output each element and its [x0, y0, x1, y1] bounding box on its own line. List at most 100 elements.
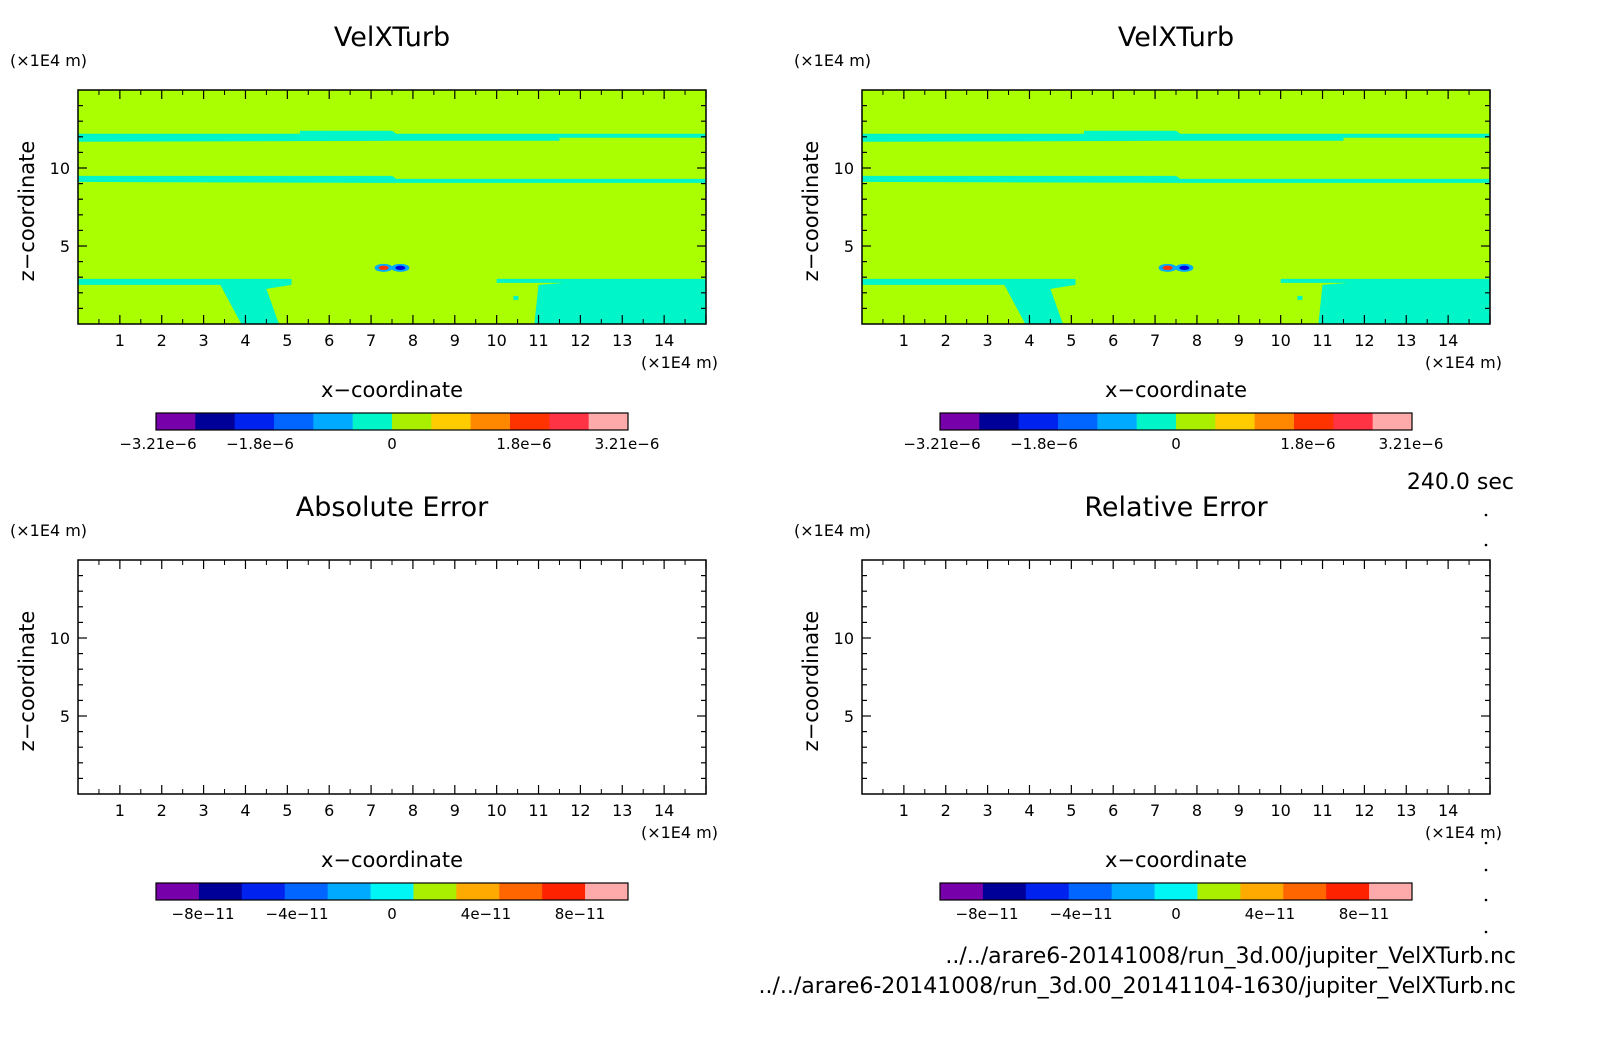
x-tick-label: 1	[115, 331, 125, 350]
colorbar-label: −4e−11	[266, 905, 329, 923]
colorbar-segment	[1215, 413, 1256, 430]
colorbar-segment	[979, 413, 1020, 430]
panel-title: VelXTurb	[334, 22, 450, 53]
x-tick-label: 5	[1066, 801, 1076, 820]
colorbar-segment	[1372, 413, 1413, 430]
colorbar-segment	[156, 883, 200, 900]
anomaly-positive	[1162, 265, 1173, 271]
colorbar-label: −8e−11	[956, 905, 1019, 923]
y-unit-label: (×1E4 m)	[10, 521, 87, 540]
colorbar-segment	[431, 413, 472, 430]
colorbar-segment	[156, 413, 196, 430]
file-path-1: ../../arare6-20141008/run_3d.00/jupiter_…	[945, 944, 1516, 969]
colorbar-label: 8e−11	[1339, 905, 1389, 923]
colorbar-segment	[510, 413, 550, 430]
colorbar-segment	[982, 883, 1027, 900]
colorbar-segment	[1369, 883, 1413, 900]
x-tick-label: 2	[157, 801, 167, 820]
panel-2: VelXTurb(×1E4 m)(×1E4 m)1 2 3 4 5 6 7 8 9 10 11 12 1…	[794, 22, 1502, 453]
x-tick-label: 4	[1024, 801, 1034, 820]
x-tick-label: 10	[1270, 801, 1290, 820]
x-axis-label: x−coordinate	[1105, 848, 1247, 872]
x-tick-label: 3	[983, 331, 993, 350]
x-tick-label: 10	[1270, 331, 1290, 350]
x-tick-label: 11	[1312, 801, 1332, 820]
y-axis-label: z−coordinate	[15, 141, 39, 282]
x-tick-label: 4	[1024, 331, 1034, 350]
x-tick-label: 5	[282, 331, 292, 350]
x-tick-label: 3	[983, 801, 993, 820]
colorbar-label: −8e−11	[172, 905, 235, 923]
x-tick-label: 1	[115, 801, 125, 820]
x-tick-label: 3	[199, 801, 209, 820]
colorbar-label: 0	[1171, 905, 1181, 923]
y-tick-label: 5	[60, 707, 70, 726]
colorbar-segment	[392, 413, 432, 430]
colorbar-segment	[1154, 883, 1198, 900]
x-tick-label: 12	[1354, 801, 1374, 820]
panel-3: Absolute Error(×1E4 m)(×1E4 m)1 2 3 4 5 6 7 8 9 1…	[10, 492, 718, 923]
colorbar-frame	[155, 882, 629, 901]
colorbar-segment	[1097, 413, 1138, 430]
colorbar-label: 1.8e−6	[496, 435, 551, 453]
colorbar-label: 0	[387, 905, 397, 923]
band-middle	[78, 175, 706, 183]
x-unit-label: (×1E4 m)	[641, 353, 718, 372]
colorbar-label: −3.21e−6	[119, 435, 196, 453]
colorbar-segment	[1294, 413, 1334, 430]
x-tick-label: 8	[408, 331, 418, 350]
x-tick-label: 4	[240, 801, 250, 820]
y-tick-label: 5	[60, 237, 70, 256]
band-lower-right	[1280, 278, 1490, 324]
x-tick-label: 10	[486, 331, 506, 350]
colorbar-segment	[1018, 413, 1059, 430]
y-unit-label: (×1E4 m)	[794, 521, 871, 540]
y-tick-label: 10	[834, 159, 854, 178]
plot-frame	[77, 559, 707, 795]
colorbar-segment	[1197, 883, 1241, 900]
y-tick-label: 10	[50, 629, 70, 648]
colorbar-label: −3.21e−6	[903, 435, 980, 453]
colorbar-segment	[1240, 883, 1284, 900]
colorbar-segment	[1068, 883, 1113, 900]
x-axis-label: x−coordinate	[1105, 378, 1247, 402]
colorbar-label: −1.8e−6	[226, 435, 294, 453]
y-axis-label: z−coordinate	[799, 141, 823, 282]
y-unit-label: (×1E4 m)	[10, 51, 87, 70]
band-lower-left	[78, 278, 292, 324]
anomaly-negative	[1179, 265, 1190, 271]
colorbar-segment	[234, 413, 275, 430]
plot-frame	[861, 559, 1491, 795]
band-fragment	[513, 295, 519, 300]
colorbar-label: 0	[387, 435, 397, 453]
colorbar-segment	[940, 413, 980, 430]
colorbar-label: 3.21e−6	[1379, 435, 1444, 453]
dot-mark	[1484, 930, 1488, 934]
colorbar-label: 4e−11	[461, 905, 511, 923]
panel-title: Absolute Error	[296, 492, 489, 523]
colorbar-frame	[939, 412, 1413, 431]
band-middle	[862, 175, 1490, 183]
colorbar-label: 4e−11	[1245, 905, 1295, 923]
panel-title: Relative Error	[1084, 492, 1268, 523]
x-tick-label: 2	[941, 331, 951, 350]
colorbar-label: 1.8e−6	[1280, 435, 1335, 453]
x-tick-label: 14	[654, 331, 674, 350]
x-tick-label: 2	[941, 801, 951, 820]
time-label: 240.0 sec	[1406, 470, 1514, 495]
y-tick-label: 10	[50, 159, 70, 178]
x-unit-label: (×1E4 m)	[641, 823, 718, 842]
dot-mark	[1484, 543, 1488, 547]
x-tick-label: 8	[1192, 331, 1202, 350]
colorbar-segment	[284, 883, 329, 900]
anomaly-positive	[378, 265, 389, 271]
colorbar-segment	[241, 883, 286, 900]
x-axis-label: x−coordinate	[321, 378, 463, 402]
file-path-2: ../../arare6-20141008/run_3d.00_20141104…	[758, 974, 1516, 999]
panel-4: Relative Error(×1E4 m)(×1E4 m)1 2 3 4 5 6 7 8 9 1…	[794, 492, 1502, 923]
colorbar-segment	[1333, 413, 1374, 430]
colorbar-segment	[1254, 413, 1295, 430]
x-tick-label: 13	[612, 331, 632, 350]
